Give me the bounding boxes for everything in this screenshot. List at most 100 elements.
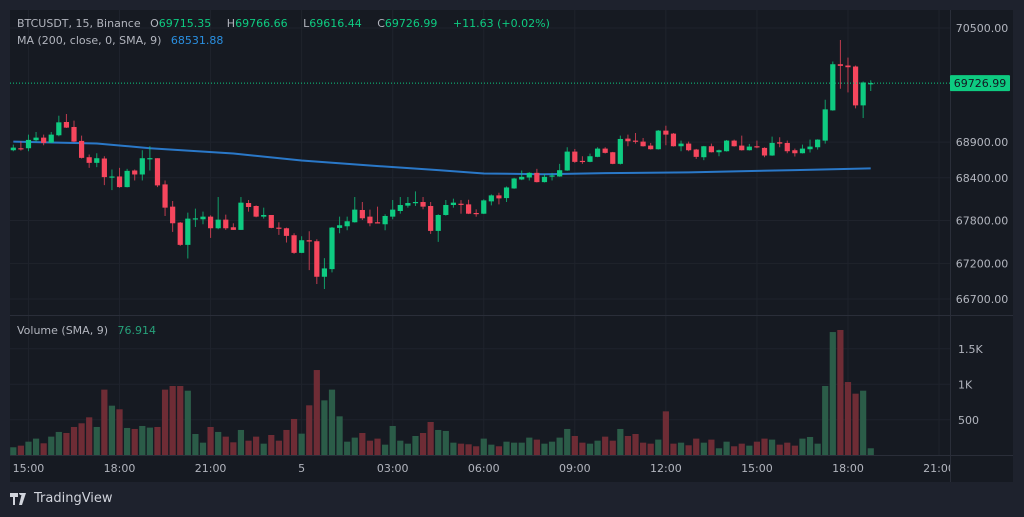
candle[interactable] bbox=[397, 197, 403, 214]
candle[interactable] bbox=[519, 170, 525, 181]
candle[interactable] bbox=[526, 172, 532, 181]
candle[interactable] bbox=[154, 158, 161, 188]
axes[interactable]: 70500.00 68900.00 68400.00 67800.00 67200.00… bbox=[13, 22, 1009, 475]
legend-ma[interactable]: MA (200, close, 0, SMA, 9) 68531.88 bbox=[17, 34, 229, 47]
candle[interactable] bbox=[822, 99, 828, 144]
candle[interactable] bbox=[708, 143, 714, 153]
candle[interactable] bbox=[56, 115, 62, 137]
candle[interactable] bbox=[207, 215, 214, 238]
candle[interactable] bbox=[564, 147, 570, 171]
candle[interactable] bbox=[177, 221, 183, 246]
candle[interactable] bbox=[268, 214, 274, 229]
candle[interactable] bbox=[587, 153, 593, 163]
candle[interactable] bbox=[78, 135, 85, 159]
candle[interactable] bbox=[101, 156, 107, 186]
candle[interactable] bbox=[868, 80, 874, 92]
tradingview-logo[interactable]: TradingView bbox=[10, 491, 113, 506]
symbol-title[interactable]: BTCUSDT, 15, Binance bbox=[17, 17, 141, 30]
candle[interactable] bbox=[344, 216, 350, 231]
candle[interactable] bbox=[534, 168, 540, 183]
candle[interactable] bbox=[412, 191, 419, 207]
candle[interactable] bbox=[594, 147, 601, 158]
legend-volume[interactable]: Volume (SMA, 9) 76.914 bbox=[17, 324, 162, 337]
candle[interactable] bbox=[450, 198, 457, 208]
candle[interactable] bbox=[314, 239, 320, 285]
candle[interactable] bbox=[701, 145, 707, 161]
candle[interactable] bbox=[761, 147, 768, 158]
candle[interactable] bbox=[670, 132, 677, 147]
candle[interactable] bbox=[374, 206, 381, 224]
candle[interactable] bbox=[830, 61, 836, 111]
candle[interactable] bbox=[200, 211, 206, 225]
candle[interactable] bbox=[420, 197, 426, 210]
candle[interactable] bbox=[299, 236, 305, 254]
candle[interactable] bbox=[109, 169, 115, 191]
candle[interactable] bbox=[541, 173, 548, 183]
candle[interactable] bbox=[435, 214, 441, 242]
candle[interactable] bbox=[579, 156, 585, 164]
candle[interactable] bbox=[162, 180, 168, 216]
candle[interactable] bbox=[367, 209, 373, 227]
candle[interactable] bbox=[557, 163, 563, 177]
candle[interactable] bbox=[291, 233, 297, 254]
candle[interactable] bbox=[610, 151, 616, 165]
candle[interactable] bbox=[352, 197, 358, 223]
candle[interactable] bbox=[473, 209, 479, 217]
candle[interactable] bbox=[640, 137, 646, 147]
candle[interactable] bbox=[124, 168, 130, 188]
ma-label[interactable]: MA (200, close, 0, SMA, 9) bbox=[17, 34, 162, 47]
candle[interactable] bbox=[18, 141, 24, 151]
candle[interactable] bbox=[807, 139, 813, 153]
candle[interactable] bbox=[845, 57, 851, 93]
candle[interactable] bbox=[777, 137, 783, 148]
candle[interactable] bbox=[192, 208, 199, 227]
candle[interactable] bbox=[443, 200, 449, 216]
candle[interactable] bbox=[648, 142, 654, 150]
candle[interactable] bbox=[41, 134, 47, 146]
candle[interactable] bbox=[86, 154, 92, 168]
candle[interactable] bbox=[139, 150, 145, 181]
candle[interactable] bbox=[329, 226, 335, 273]
candle[interactable] bbox=[746, 143, 752, 151]
candle[interactable] bbox=[731, 139, 737, 147]
candle[interactable] bbox=[71, 120, 77, 143]
candle[interactable] bbox=[716, 149, 722, 157]
candle[interactable] bbox=[481, 199, 487, 215]
candle[interactable] bbox=[602, 147, 608, 154]
candle[interactable] bbox=[306, 231, 312, 271]
candle[interactable] bbox=[276, 222, 282, 235]
candle[interactable] bbox=[25, 134, 32, 152]
candle[interactable] bbox=[185, 212, 191, 259]
candle[interactable] bbox=[230, 223, 236, 230]
candle[interactable] bbox=[390, 200, 396, 220]
volume-label[interactable]: Volume (SMA, 9) bbox=[17, 324, 108, 337]
candle[interactable] bbox=[245, 200, 252, 212]
candle[interactable] bbox=[458, 200, 464, 214]
candle[interactable] bbox=[428, 202, 434, 234]
candle[interactable] bbox=[837, 39, 843, 89]
candle[interactable] bbox=[799, 144, 806, 154]
candle[interactable] bbox=[465, 199, 472, 215]
candle[interactable] bbox=[10, 144, 16, 152]
candle[interactable] bbox=[792, 148, 798, 157]
candle[interactable] bbox=[625, 134, 631, 147]
candle[interactable] bbox=[852, 65, 859, 109]
candle[interactable] bbox=[617, 135, 623, 165]
candle[interactable] bbox=[147, 146, 153, 171]
candle[interactable] bbox=[33, 131, 39, 142]
candle[interactable] bbox=[359, 202, 365, 220]
candle[interactable] bbox=[723, 139, 730, 152]
candle[interactable] bbox=[549, 172, 555, 181]
candle[interactable] bbox=[116, 167, 123, 188]
candle[interactable] bbox=[511, 177, 517, 189]
candle[interactable] bbox=[321, 258, 328, 290]
candle[interactable] bbox=[170, 201, 176, 232]
candle[interactable] bbox=[488, 194, 494, 206]
candle[interactable] bbox=[132, 169, 138, 181]
candle[interactable] bbox=[572, 148, 578, 163]
candle[interactable] bbox=[405, 197, 411, 208]
candle[interactable] bbox=[336, 216, 343, 234]
candle[interactable] bbox=[215, 197, 221, 230]
candle[interactable] bbox=[678, 140, 684, 152]
